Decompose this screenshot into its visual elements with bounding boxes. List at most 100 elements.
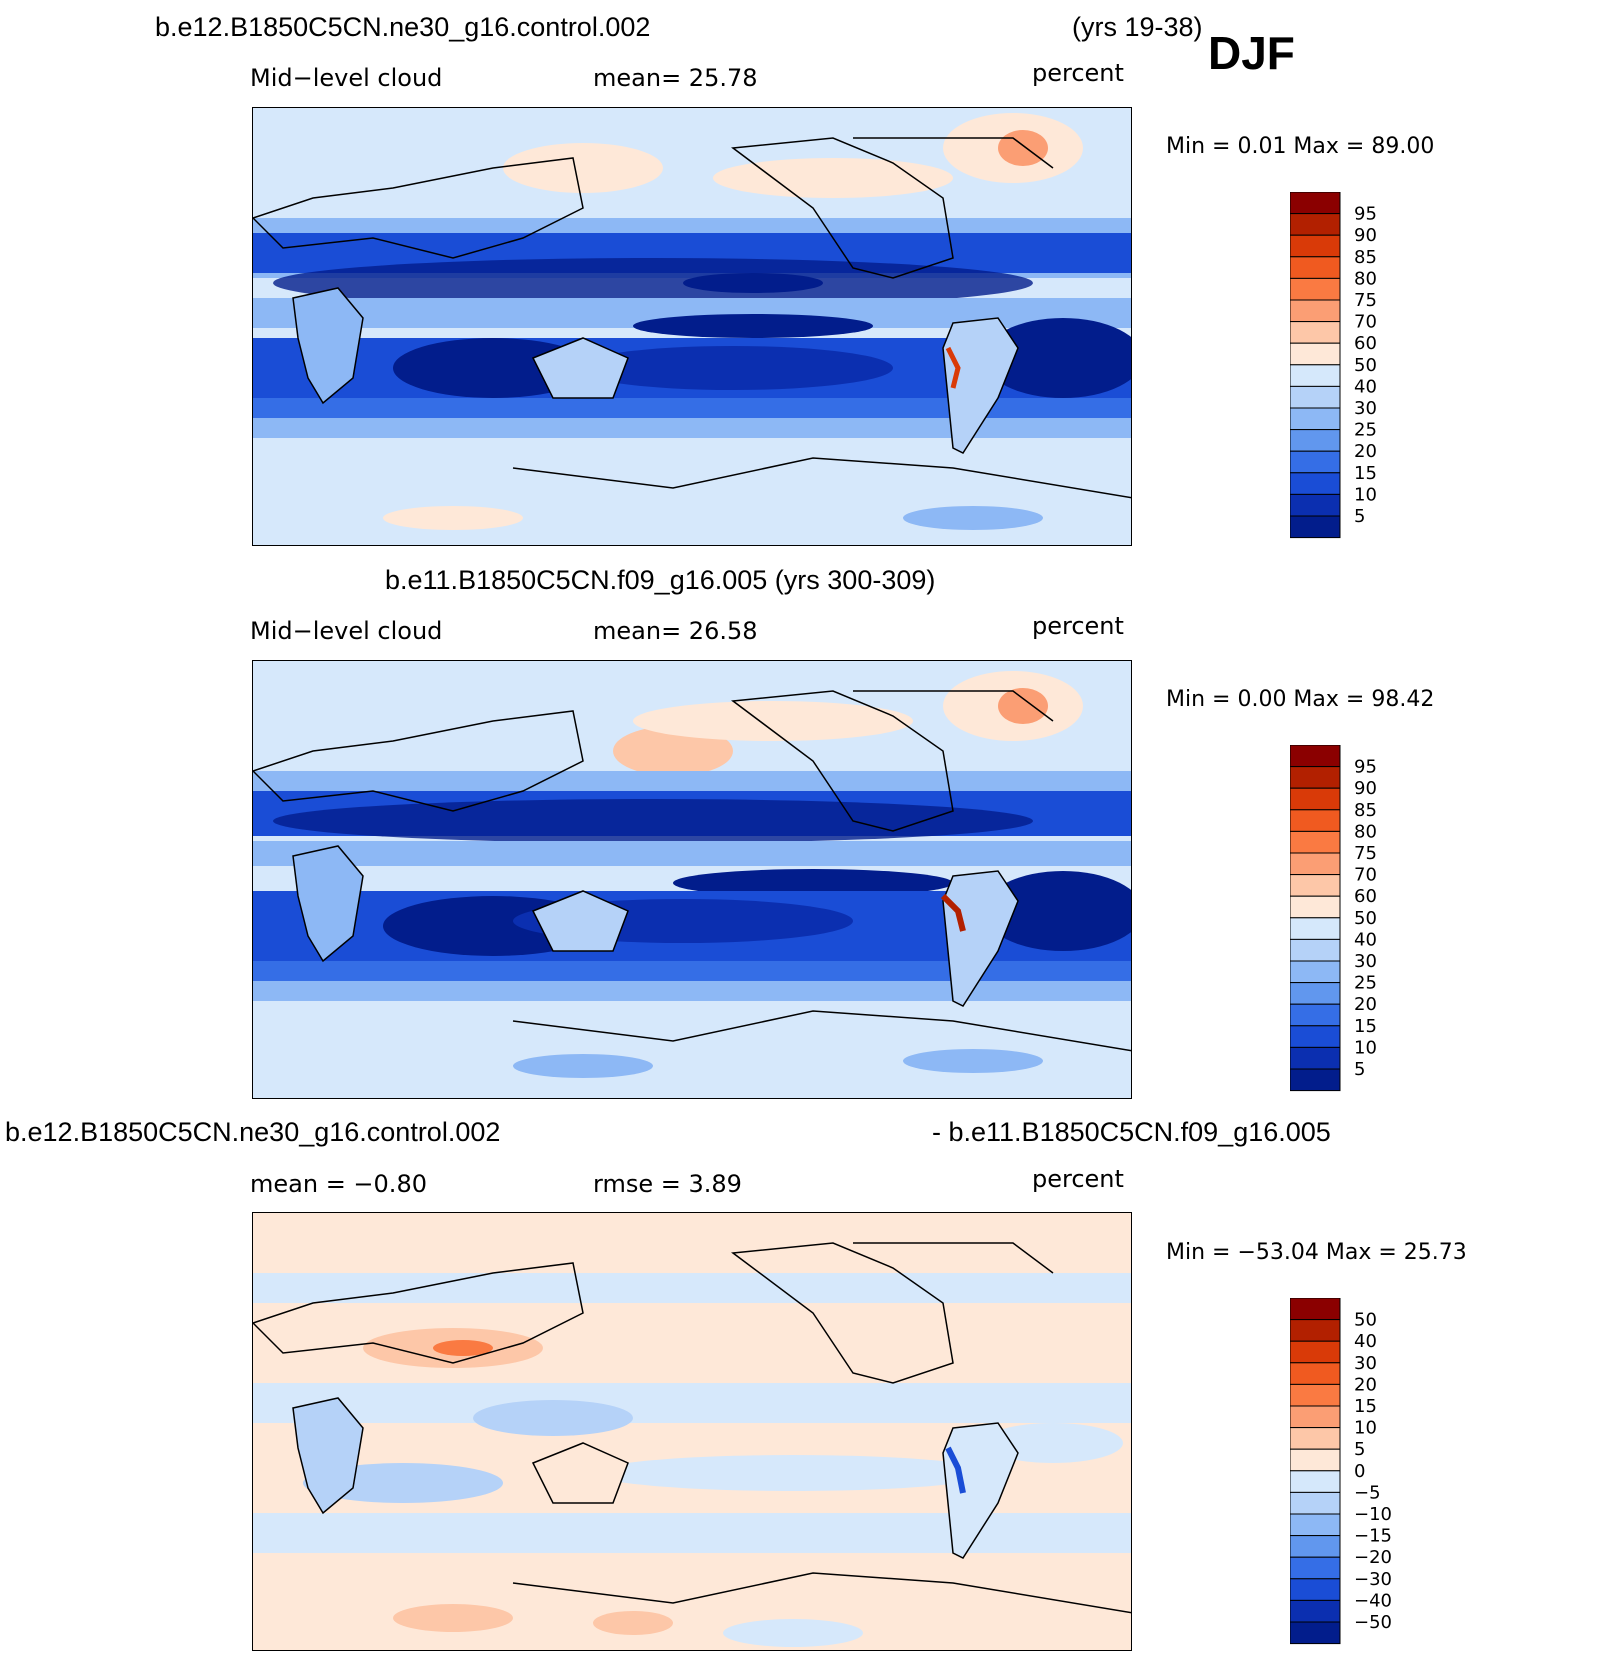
panel2-colorbar-label: 25 — [1354, 973, 1377, 994]
panel3-colorbar-label: −10 — [1354, 1504, 1392, 1525]
panel1-colorbar-label: 5 — [1354, 506, 1365, 527]
panel3-colorbar-swatch — [1289, 1556, 1341, 1580]
panel2-colorbar-label: 30 — [1354, 951, 1377, 972]
panel1-years: (yrs 19-38) — [1072, 12, 1203, 42]
panel3-colorbar-label: 5 — [1354, 1439, 1365, 1460]
panel3-colorbar-swatch — [1289, 1470, 1341, 1493]
panel3-colorbar-label: −50 — [1354, 1612, 1392, 1633]
panel1-colorbar-label: 60 — [1354, 333, 1377, 354]
panel2-colorbar-label: 70 — [1354, 865, 1377, 886]
panel3-colorbar-swatch — [1289, 1297, 1341, 1321]
panel1-mean: mean= 25.78 — [593, 64, 758, 92]
panel1-colorbar-swatch — [1289, 364, 1341, 387]
panel1-colorbar-label: 15 — [1354, 463, 1377, 484]
panel3-colorbar-label: −40 — [1354, 1590, 1392, 1611]
panel3-colorbar-swatch — [1289, 1599, 1341, 1623]
panel1-variable: Mid−level cloud — [250, 64, 443, 92]
panel1-colorbar-label: 20 — [1354, 441, 1377, 462]
panel2-minmax: Min = 0.00 Max = 98.42 — [1166, 687, 1435, 712]
panel2-colorbar-label: 50 — [1354, 908, 1377, 929]
panel1-colorbar-swatch — [1289, 385, 1341, 409]
panel1-units: percent — [1032, 59, 1124, 87]
panel2-colorbar-swatch — [1289, 895, 1341, 919]
panel2-colorbar: 95 90 85 80 75 70 60 50 40 30 25 20 15 10 5 — [1289, 744, 1400, 1100]
panel2-colorbar-swatch — [1289, 917, 1341, 940]
panel2-colorbar-swatch — [1289, 938, 1341, 962]
panel2-colorbar-label: 40 — [1354, 929, 1377, 950]
panel3-rmse: rmse = 3.89 — [593, 1170, 742, 1198]
panel3-colorbar-label: −20 — [1354, 1547, 1392, 1568]
panel2-colorbar-swatch — [1289, 1046, 1341, 1070]
panel1-colorbar-label: 40 — [1354, 376, 1377, 397]
panel1-colorbar-swatch — [1289, 299, 1341, 323]
panel1-colorbar-swatch — [1289, 472, 1341, 495]
panel2-colorbar-swatch — [1289, 766, 1341, 789]
panel3-colorbar-swatch — [1289, 1448, 1341, 1472]
panel2-colorbar-label: 5 — [1354, 1059, 1365, 1080]
panel3-minmax: Min = −53.04 Max = 25.73 — [1166, 1240, 1467, 1265]
panel3-colorbar-label: 40 — [1354, 1331, 1377, 1352]
panel3-colorbar-swatch — [1289, 1319, 1341, 1342]
panel1-minmax: Min = 0.01 Max = 89.00 — [1166, 134, 1435, 159]
panel2-variable: Mid−level cloud — [250, 617, 443, 645]
panel2-colorbar-swatch — [1289, 787, 1341, 811]
panel2-mean: mean= 26.58 — [593, 617, 758, 645]
panel2-colorbar-label: 85 — [1354, 800, 1377, 821]
panel1-colorbar-swatch — [1289, 191, 1341, 215]
panel1-colorbar: 95 90 85 80 75 70 60 50 40 30 25 20 15 10 5 — [1289, 191, 1400, 547]
panel3-colorbar-swatch — [1289, 1383, 1341, 1407]
panel2-colorbar-swatch — [1289, 960, 1341, 984]
season-label: DJF — [1208, 27, 1295, 79]
panel3-colorbar-label: 20 — [1354, 1374, 1377, 1395]
panel2-colorbar-swatch — [1289, 744, 1341, 768]
panel2-colorbar-label: 20 — [1354, 994, 1377, 1015]
panel2-colorbar-label: 15 — [1354, 1016, 1377, 1037]
panel3-colorbar-label: −30 — [1354, 1569, 1392, 1590]
panel1-colorbar-label: 70 — [1354, 312, 1377, 333]
panel3-case-title-right: - b.e11.B1850C5CN.f09_g16.005 — [932, 1117, 1331, 1147]
panel2-colorbar-swatch — [1289, 830, 1341, 854]
panel3-colorbar-label: 15 — [1354, 1396, 1377, 1417]
panel1-colorbar-swatch — [1289, 277, 1341, 301]
panel1-colorbar-label: 50 — [1354, 355, 1377, 376]
panel1-colorbar-label: 10 — [1354, 484, 1377, 505]
panel3-map — [252, 1212, 1132, 1651]
panel1-colorbar-swatch — [1289, 407, 1341, 431]
panel2-colorbar-swatch — [1289, 852, 1341, 876]
panel2-colorbar-label: 10 — [1354, 1037, 1377, 1058]
panel3-colorbar: 50 40 30 20 15 10 5 0 −5 −10 −15 −20 −30 −40 −50 — [1289, 1297, 1400, 1653]
panel3-colorbar-swatch — [1289, 1491, 1341, 1515]
panel1-colorbar-swatch — [1289, 234, 1341, 258]
panel3-mean: mean = −0.80 — [250, 1170, 427, 1198]
panel3-colorbar-swatch — [1289, 1405, 1341, 1429]
panel1-colorbar-label: 80 — [1354, 268, 1377, 289]
panel1-colorbar-label: 95 — [1354, 204, 1377, 225]
panel2-colorbar-swatch — [1289, 982, 1341, 1005]
panel2-colorbar-swatch — [1289, 874, 1341, 897]
panel1-colorbar-label: 90 — [1354, 225, 1377, 246]
panel1-colorbar-label: 85 — [1354, 247, 1377, 268]
panel1-map — [252, 107, 1132, 546]
panel1-colorbar-swatch — [1289, 493, 1341, 517]
panel3-colorbar-label: −15 — [1354, 1526, 1392, 1547]
panel2-colorbar-label: 75 — [1354, 843, 1377, 864]
panel2-map — [252, 660, 1132, 1099]
panel1-colorbar-label: 75 — [1354, 290, 1377, 311]
panel3-colorbar-swatch — [1289, 1362, 1341, 1385]
panel1-colorbar-swatch — [1289, 213, 1341, 236]
panel2-colorbar-label: 95 — [1354, 757, 1377, 778]
panel2-units: percent — [1032, 612, 1124, 640]
panel2-colorbar-swatch — [1289, 1068, 1341, 1092]
panel1-colorbar-swatch — [1289, 342, 1341, 366]
panel3-colorbar-swatch — [1289, 1340, 1341, 1364]
panel3-colorbar-swatch — [1289, 1578, 1341, 1601]
panel1-colorbar-swatch — [1289, 515, 1341, 539]
panel1-colorbar-label: 25 — [1354, 420, 1377, 441]
panel3-units: percent — [1032, 1165, 1124, 1193]
panel3-colorbar-swatch — [1289, 1427, 1341, 1450]
panel2-colorbar-swatch — [1289, 1003, 1341, 1027]
panel3-colorbar-label: 30 — [1354, 1353, 1377, 1374]
panel3-colorbar-label: 10 — [1354, 1418, 1377, 1439]
panel1-colorbar-swatch — [1289, 450, 1341, 474]
panel1-colorbar-swatch — [1289, 429, 1341, 452]
